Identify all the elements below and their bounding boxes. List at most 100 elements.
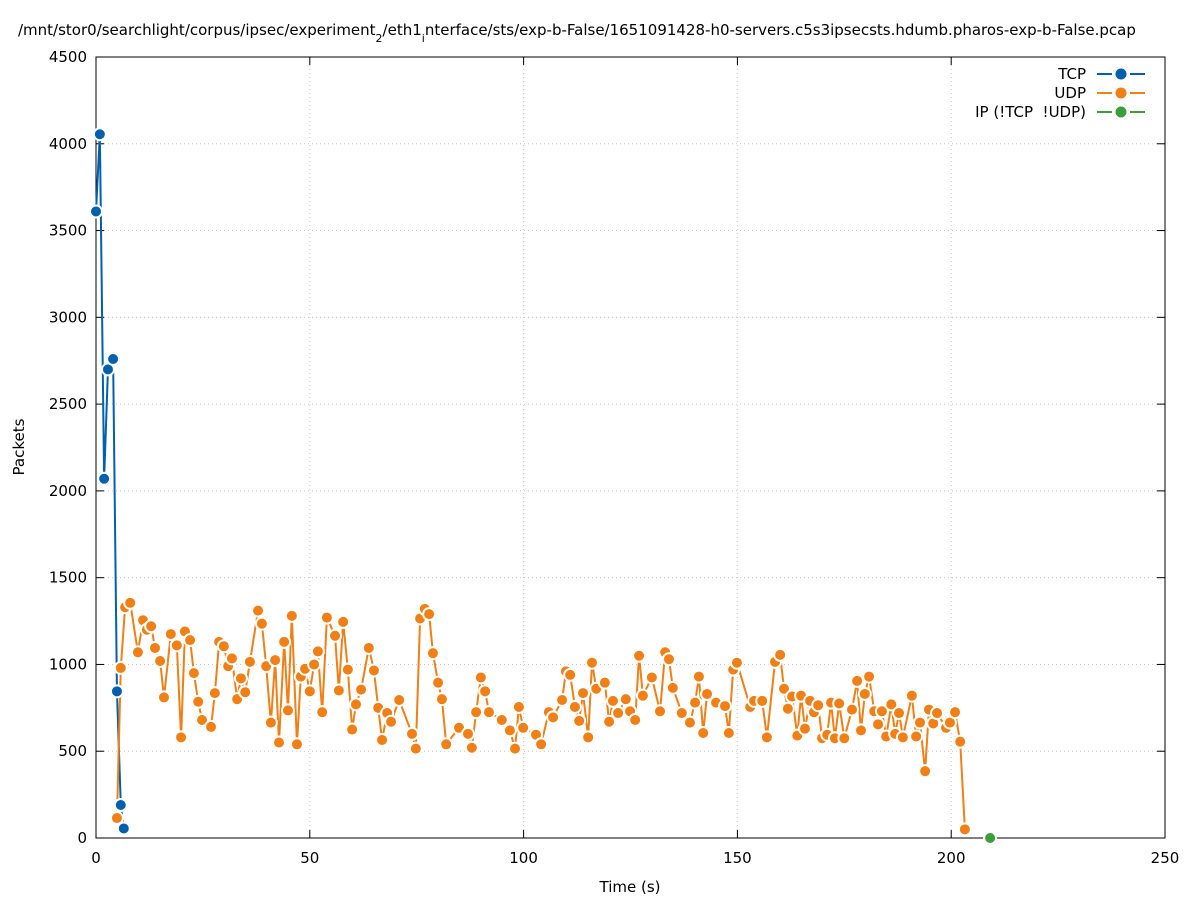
data-point — [328, 628, 343, 643]
data-point — [511, 699, 526, 714]
legend-label: IP (!TCP !UDP) — [975, 103, 1086, 121]
data-point — [204, 719, 219, 734]
data-point — [336, 614, 351, 629]
data-point — [602, 714, 617, 729]
data-point — [464, 740, 479, 755]
y-tick-label: 2000 — [49, 482, 87, 500]
data-point — [123, 595, 138, 610]
data-point — [682, 715, 697, 730]
data-point — [567, 699, 582, 714]
data-point — [109, 811, 124, 826]
data-point — [254, 616, 269, 631]
data-point — [481, 705, 496, 720]
data-point — [832, 696, 847, 711]
data-point — [289, 737, 304, 752]
data-point — [563, 667, 578, 682]
data-point — [216, 639, 231, 654]
data-point — [113, 798, 128, 813]
data-point — [780, 701, 795, 716]
y-tick-label: 1000 — [49, 655, 87, 673]
data-point — [605, 693, 620, 708]
data-point — [361, 640, 376, 655]
title-text: nterface/sts/exp-b-False/1651091428-h0-s… — [425, 21, 1136, 39]
data-point — [696, 725, 711, 740]
data-point — [644, 670, 659, 685]
data-point — [502, 723, 517, 738]
data-point — [478, 684, 493, 699]
data-point — [632, 648, 647, 663]
data-point — [759, 730, 774, 745]
legend-swatch — [1115, 68, 1127, 80]
data-point — [635, 688, 650, 703]
data-point — [315, 705, 330, 720]
data-point — [144, 619, 159, 634]
data-point — [348, 697, 363, 712]
data-point — [862, 669, 877, 684]
data-point — [174, 730, 189, 745]
data-point — [319, 610, 334, 625]
data-point — [280, 703, 295, 718]
data-point — [691, 669, 706, 684]
y-axis-label: Packets — [10, 418, 28, 475]
x-tick-label: 50 — [300, 849, 319, 867]
data-point — [92, 127, 107, 142]
data-point — [688, 695, 703, 710]
y-tick-label: 4000 — [49, 135, 87, 153]
data-point — [89, 204, 103, 219]
data-point — [948, 705, 963, 720]
data-point — [307, 657, 322, 672]
data-point — [375, 732, 390, 747]
x-tick-label: 0 — [91, 849, 101, 867]
data-point — [207, 686, 222, 701]
data-point — [191, 694, 206, 709]
data-point — [857, 686, 872, 701]
data-point — [572, 713, 587, 728]
x-tick-label: 100 — [509, 849, 538, 867]
data-point — [546, 710, 561, 725]
data-point — [439, 737, 454, 752]
data-point — [957, 822, 972, 837]
data-point — [109, 684, 124, 699]
data-point — [431, 675, 446, 690]
data-point — [113, 660, 128, 675]
title-text: /mnt/stor0/searchlight/corpus/ipsec/expe… — [18, 21, 376, 39]
data-point — [871, 717, 886, 732]
y-tick-label: 3500 — [49, 222, 87, 240]
data-point — [618, 692, 633, 707]
chart-title: /mnt/stor0/searchlight/corpus/ipsec/expe… — [18, 21, 1136, 45]
data-point — [284, 608, 299, 623]
legend-label: TCP — [1057, 65, 1086, 83]
data-point — [238, 685, 253, 700]
data-point — [721, 725, 736, 740]
data-point — [434, 692, 449, 707]
data-point — [850, 673, 865, 688]
data-point — [884, 697, 899, 712]
data-point — [473, 670, 488, 685]
legend-swatch — [1115, 106, 1127, 118]
y-tick-label: 4500 — [49, 48, 87, 66]
series-line — [115, 600, 966, 830]
data-point — [106, 351, 121, 366]
data-point — [837, 731, 852, 746]
data-point — [534, 737, 549, 752]
data-point — [272, 735, 287, 750]
data-point — [576, 686, 591, 701]
data-point — [366, 663, 381, 678]
data-point — [404, 726, 419, 741]
data-point — [130, 645, 145, 660]
data-point — [494, 712, 509, 727]
y-tick-label: 3000 — [49, 308, 87, 326]
data-point — [930, 706, 945, 721]
data-point — [912, 715, 927, 730]
data-point — [895, 730, 910, 745]
data-point — [674, 706, 689, 721]
data-point — [163, 627, 178, 642]
data-point — [224, 651, 239, 666]
data-point — [665, 680, 680, 695]
legend-label: UDP — [1054, 84, 1086, 102]
data-point — [585, 655, 600, 670]
data-point — [148, 640, 163, 655]
data-point — [251, 603, 266, 618]
data-point — [422, 607, 437, 622]
